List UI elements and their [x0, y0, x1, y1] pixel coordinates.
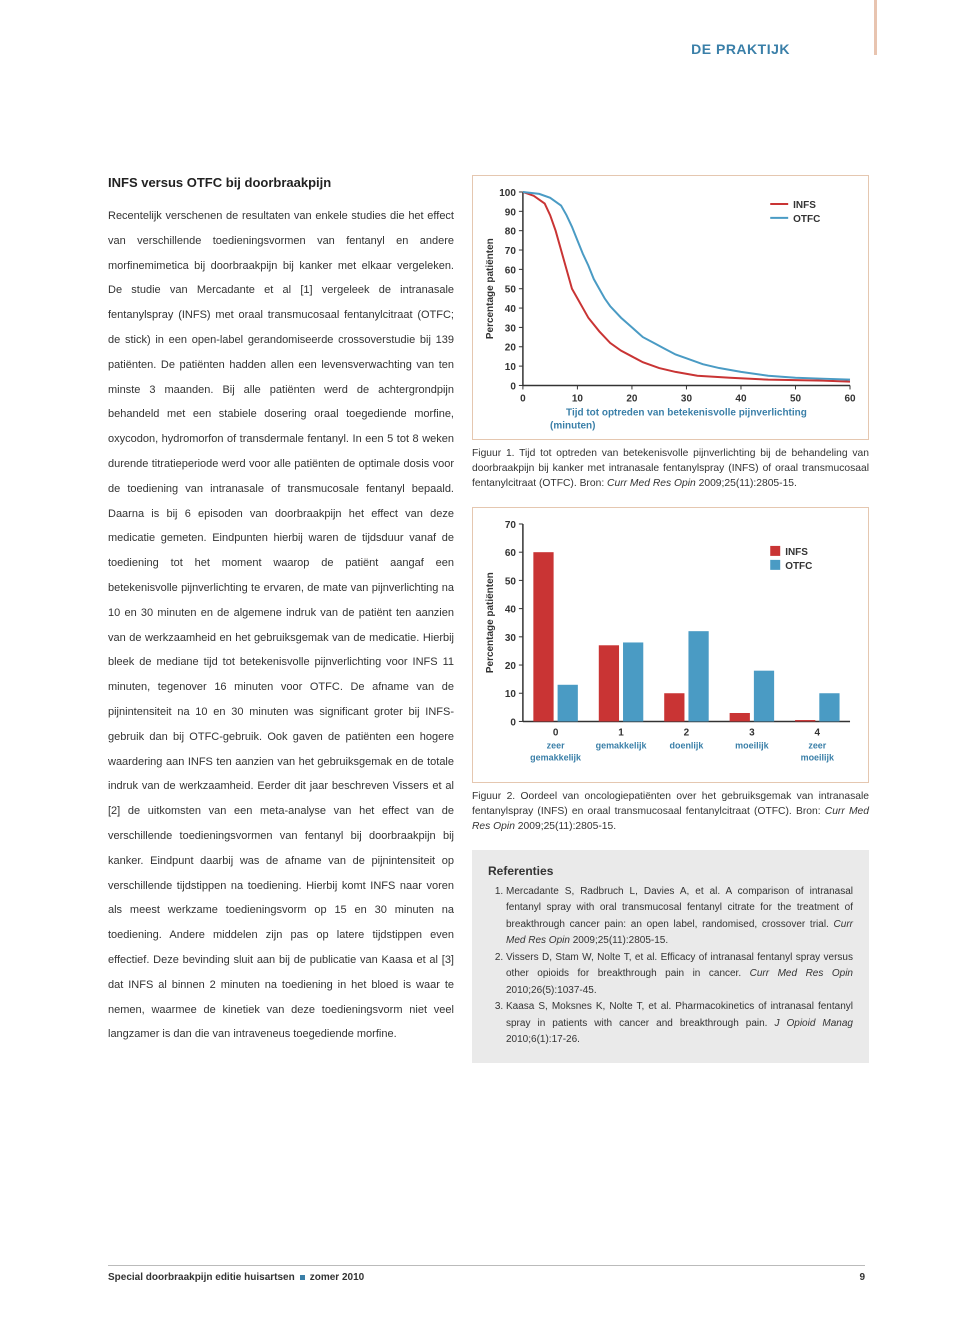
svg-text:50: 50: [790, 393, 802, 404]
svg-text:INFS: INFS: [785, 547, 808, 558]
svg-text:60: 60: [505, 549, 517, 560]
svg-text:(minuten): (minuten): [550, 420, 595, 431]
references-box: Referenties Mercadante S, Radbruch L, Da…: [472, 850, 869, 1063]
svg-text:20: 20: [626, 393, 638, 404]
svg-text:30: 30: [505, 633, 517, 644]
left-column: INFS versus OTFC bij doorbraakpijn Recen…: [108, 175, 454, 1063]
figure-1-caption: Figuur 1. Tijd tot optreden van betekeni…: [472, 446, 869, 491]
svg-text:moeilijk: moeilijk: [735, 741, 768, 751]
svg-text:0: 0: [553, 728, 559, 739]
fig2-caption-b: 2009;25(11):2805-15.: [515, 821, 616, 832]
footer: Special doorbraakpijn editie huisartsen …: [108, 1265, 865, 1283]
fig2-caption-a: Figuur 2. Oordeel van oncologiepatiënten…: [472, 791, 869, 817]
svg-text:zeer: zeer: [547, 741, 565, 751]
figure-2-chart: 0 10 20 30 40 50 60 70 Percentage patiënten 0 zeer…: [472, 507, 869, 782]
figure-1-svg: 0 10 20 30 40 50 60 70 80 90 100 0 10 20 30 40 50 60 Perce…: [481, 184, 860, 433]
svg-text:Percentage patiënten: Percentage patiënten: [485, 238, 496, 339]
svg-text:100: 100: [499, 188, 516, 199]
svg-text:30: 30: [505, 323, 517, 334]
svg-text:60: 60: [844, 393, 856, 404]
figure-2-svg: 0 10 20 30 40 50 60 70 Percentage patiënten 0 zeer…: [481, 516, 860, 775]
svg-text:50: 50: [505, 285, 517, 296]
svg-text:2: 2: [684, 728, 690, 739]
reference-item: Mercadante S, Radbruch L, Davies A, et a…: [506, 884, 853, 950]
top-bar-accent: [874, 0, 877, 55]
page: DE PRAKTIJK INFS versus OTFC bij doorbra…: [0, 0, 960, 1338]
svg-text:10: 10: [572, 393, 584, 404]
fig1-caption-ital: Curr Med Res Opin: [607, 478, 696, 489]
svg-text:20: 20: [505, 343, 517, 354]
content-columns: INFS versus OTFC bij doorbraakpijn Recen…: [0, 55, 960, 1063]
footer-left: Special doorbraakpijn editie huisartsen …: [108, 1272, 364, 1283]
svg-text:4: 4: [815, 728, 821, 739]
svg-text:1: 1: [618, 728, 624, 739]
svg-text:30: 30: [681, 393, 693, 404]
svg-text:40: 40: [735, 393, 747, 404]
footer-page-number: 9: [859, 1272, 865, 1283]
svg-text:0: 0: [520, 393, 526, 404]
svg-text:Tijd tot optreden van betekeni: Tijd tot optreden van betekenisvolle pij…: [566, 407, 807, 418]
svg-text:0: 0: [510, 718, 516, 729]
footer-text-a: Special doorbraakpijn editie huisartsen: [108, 1272, 295, 1283]
right-column: 01020304050607080901000102030405060Perce…: [472, 175, 869, 1063]
svg-text:0: 0: [510, 381, 516, 392]
svg-text:zeer: zeer: [808, 741, 826, 751]
svg-text:80: 80: [505, 227, 517, 238]
svg-text:20: 20: [505, 661, 517, 672]
svg-text:doenlijk: doenlijk: [670, 741, 704, 751]
svg-text:40: 40: [505, 304, 517, 315]
svg-text:gemakkelijk: gemakkelijk: [596, 741, 647, 751]
article-title: INFS versus OTFC bij doorbraakpijn: [108, 175, 454, 190]
top-bar: DE PRAKTIJK: [0, 0, 960, 55]
svg-text:90: 90: [505, 207, 517, 218]
svg-text:OTFC: OTFC: [785, 561, 812, 572]
article-body: Recentelijk verschenen de resultaten van…: [108, 204, 454, 1047]
svg-text:3: 3: [749, 728, 755, 739]
svg-text:50: 50: [505, 577, 517, 588]
reference-item: Kaasa S, Moksnes K, Nolte T, et al. Phar…: [506, 999, 853, 1049]
svg-text:60: 60: [505, 265, 517, 276]
footer-bullet-icon: [300, 1275, 305, 1280]
svg-text:10: 10: [505, 690, 517, 701]
figure-2-caption: Figuur 2. Oordeel van oncologiepatiënten…: [472, 789, 869, 834]
svg-text:Percentage patiënten: Percentage patiënten: [485, 573, 496, 674]
reference-item: Vissers D, Stam W, Nolte T, et al. Effic…: [506, 950, 853, 1000]
references-title: Referenties: [488, 864, 853, 878]
svg-text:10: 10: [505, 362, 517, 373]
svg-text:70: 70: [505, 520, 517, 531]
figure-1-chart: 0 10 20 30 40 50 60 70 80 90 100 0 10 20 30 40 50 60 Perce…: [472, 175, 869, 440]
footer-text-b: zomer 2010: [310, 1272, 364, 1283]
svg-text:OTFC: OTFC: [793, 214, 820, 225]
section-header: DE PRAKTIJK: [691, 41, 790, 57]
svg-text:70: 70: [505, 246, 517, 257]
fig1-caption-b: 2009;25(11):2805-15.: [696, 478, 797, 489]
svg-text:40: 40: [505, 605, 517, 616]
svg-text:moeilijk: moeilijk: [801, 753, 834, 763]
references-list: Mercadante S, Radbruch L, Davies A, et a…: [488, 884, 853, 1049]
svg-text:gemakkelijk: gemakkelijk: [530, 753, 581, 763]
svg-text:INFS: INFS: [793, 200, 816, 211]
